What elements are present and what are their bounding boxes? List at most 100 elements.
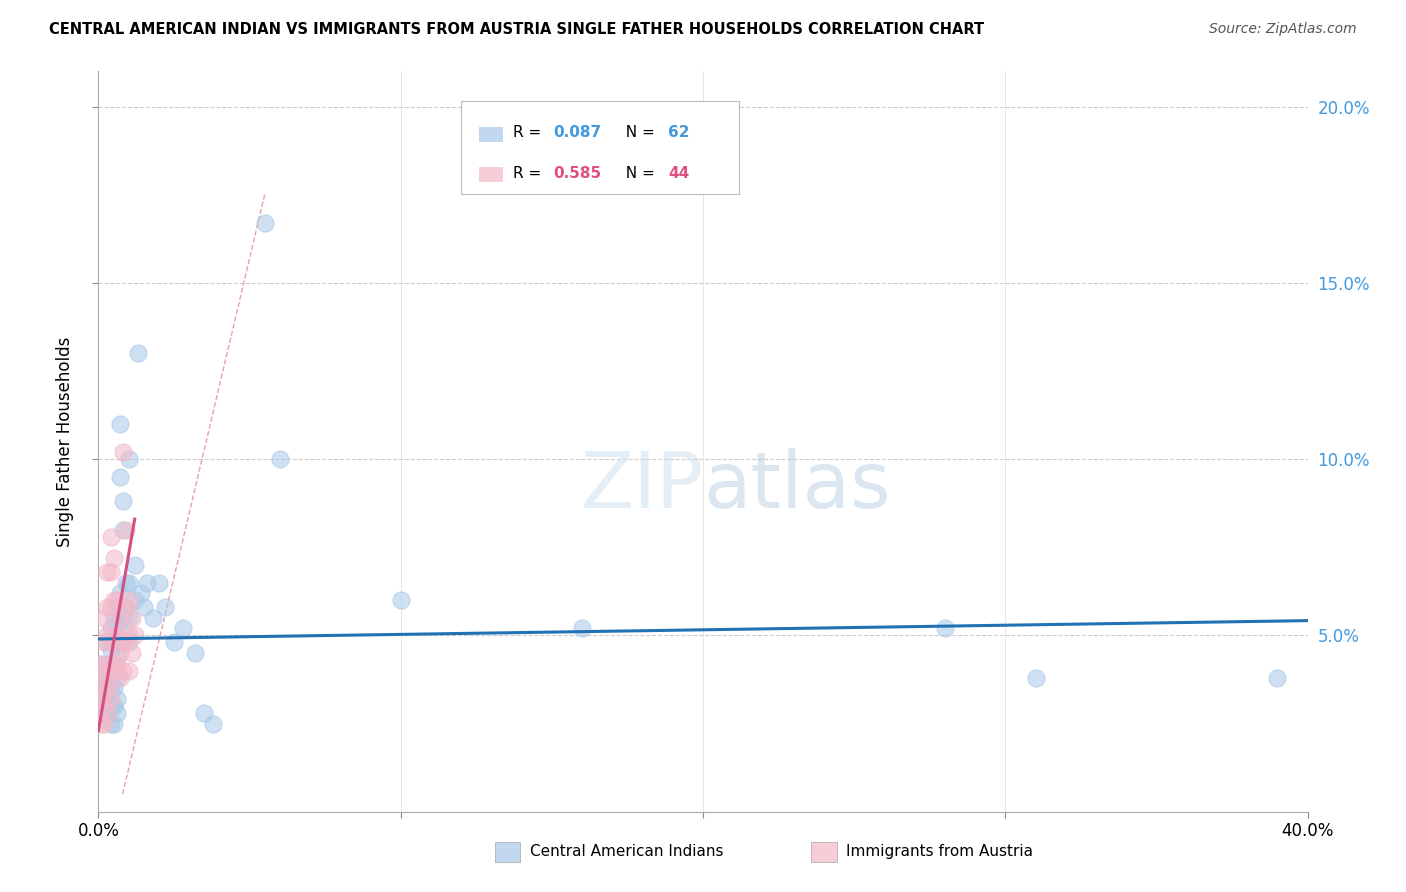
Point	[118, 611, 141, 625]
Point	[93, 635, 115, 649]
Text: 0.585: 0.585	[553, 166, 602, 180]
Point	[96, 565, 118, 579]
Point	[111, 494, 134, 508]
Point	[103, 657, 125, 671]
Point	[148, 575, 170, 590]
Point	[114, 523, 136, 537]
Point	[108, 671, 131, 685]
Point	[96, 635, 118, 649]
Point	[96, 628, 118, 642]
Point	[90, 657, 112, 671]
Point	[96, 706, 118, 720]
Point	[96, 657, 118, 671]
Point	[93, 698, 115, 713]
Point	[172, 621, 194, 635]
Point	[90, 671, 112, 685]
Point	[96, 600, 118, 615]
Point	[108, 646, 131, 660]
Point	[105, 600, 128, 615]
Text: 44: 44	[668, 166, 689, 180]
Point	[103, 681, 125, 696]
Point	[118, 575, 141, 590]
Point	[93, 681, 115, 696]
Point	[121, 611, 143, 625]
Text: R =: R =	[513, 126, 547, 141]
Text: Immigrants from Austria: Immigrants from Austria	[846, 845, 1033, 859]
Point	[389, 593, 412, 607]
Point	[118, 593, 141, 607]
Text: ZIP: ZIP	[581, 448, 703, 524]
Point	[111, 445, 134, 459]
Point	[108, 635, 131, 649]
Point	[105, 657, 128, 671]
Point	[105, 593, 128, 607]
Text: 0.087: 0.087	[553, 126, 602, 141]
Point	[100, 681, 122, 696]
Text: atlas: atlas	[703, 448, 890, 524]
Point	[108, 611, 131, 625]
Point	[118, 635, 141, 649]
Point	[184, 646, 207, 660]
Point	[105, 628, 128, 642]
Point	[103, 611, 125, 625]
Point	[100, 664, 122, 678]
Point	[96, 671, 118, 685]
Point	[96, 681, 118, 696]
Point	[103, 664, 125, 678]
Point	[105, 706, 128, 720]
Point	[129, 586, 152, 600]
Point	[100, 565, 122, 579]
Point	[93, 664, 115, 678]
Text: R =: R =	[513, 166, 547, 180]
Point	[100, 635, 122, 649]
Point	[934, 621, 956, 635]
Point	[114, 628, 136, 642]
Point	[103, 593, 125, 607]
Point	[135, 575, 157, 590]
Point	[90, 657, 112, 671]
Point	[114, 635, 136, 649]
Point	[105, 649, 128, 664]
Y-axis label: Single Father Households: Single Father Households	[56, 336, 75, 547]
Point	[105, 692, 128, 706]
Point	[118, 452, 141, 467]
Point	[93, 698, 115, 713]
Text: N =: N =	[616, 126, 659, 141]
Text: 62: 62	[668, 126, 689, 141]
Point	[114, 600, 136, 615]
Point	[93, 681, 115, 696]
Point	[100, 600, 122, 615]
Point	[96, 689, 118, 703]
Point	[100, 642, 122, 657]
Text: CENTRAL AMERICAN INDIAN VS IMMIGRANTS FROM AUSTRIA SINGLE FATHER HOUSEHOLDS CORR: CENTRAL AMERICAN INDIAN VS IMMIGRANTS FR…	[49, 22, 984, 37]
Point	[114, 575, 136, 590]
Point	[90, 671, 112, 685]
Point	[124, 593, 146, 607]
Point	[93, 716, 115, 731]
Point	[103, 698, 125, 713]
Point	[100, 530, 122, 544]
Point	[142, 611, 165, 625]
Point	[124, 558, 146, 572]
Point	[93, 611, 115, 625]
Point	[108, 586, 131, 600]
Point	[108, 417, 131, 431]
FancyBboxPatch shape	[495, 842, 520, 862]
Point	[90, 692, 112, 706]
Point	[100, 664, 122, 678]
Point	[111, 523, 134, 537]
Point	[100, 692, 122, 706]
Text: Central American Indians: Central American Indians	[530, 845, 724, 859]
Point	[100, 698, 122, 713]
Point	[90, 716, 112, 731]
Text: Source: ZipAtlas.com: Source: ZipAtlas.com	[1209, 22, 1357, 37]
Text: N =: N =	[616, 166, 659, 180]
Point	[253, 216, 276, 230]
Point	[193, 706, 215, 720]
Point	[103, 550, 125, 565]
Point	[100, 621, 122, 635]
Point	[108, 611, 131, 625]
Point	[105, 628, 128, 642]
FancyBboxPatch shape	[811, 842, 837, 862]
Point	[111, 635, 134, 649]
